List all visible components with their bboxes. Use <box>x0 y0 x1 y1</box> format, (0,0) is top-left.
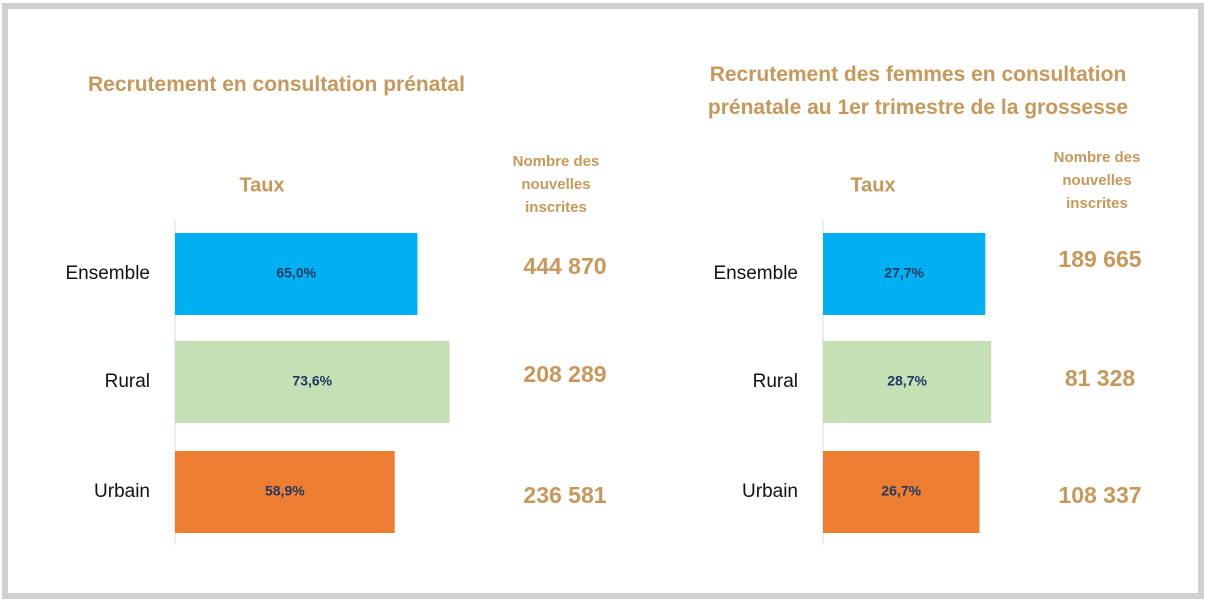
category-label: Ensemble <box>66 263 151 284</box>
data-label: 65,0% <box>276 265 316 281</box>
category-label: Rural <box>753 371 798 392</box>
column-header: Nombre des nouvelles inscrites <box>512 153 600 216</box>
data-label: 27,7% <box>884 265 924 281</box>
bar <box>175 451 395 533</box>
category-label: Rural <box>105 371 150 392</box>
bar <box>823 451 980 533</box>
count-label: 81 328 <box>1065 365 1136 391</box>
value-header: Taux <box>239 174 284 196</box>
column-header: Nombre des nouvelles inscrites <box>1053 149 1141 212</box>
frame <box>2 3 1204 599</box>
count-label: 444 870 <box>523 253 606 279</box>
data-label: 28,7% <box>887 373 927 389</box>
bar <box>823 233 986 315</box>
bar <box>175 233 418 315</box>
data-label: 73,6% <box>292 373 332 389</box>
value-header: Taux <box>850 174 895 196</box>
data-label: 58,9% <box>265 483 305 499</box>
data-label: 26,7% <box>881 483 921 499</box>
chart-title: Recrutement des femmes en consultation p… <box>707 63 1129 119</box>
count-label: 236 581 <box>523 482 606 508</box>
count-label: 108 337 <box>1058 482 1141 508</box>
count-label: 189 665 <box>1058 246 1141 272</box>
chart-title: Recrutement en consultation prénatal <box>88 73 465 96</box>
bar <box>823 341 992 423</box>
category-label: Urbain <box>742 481 798 502</box>
category-label: Urbain <box>94 481 150 502</box>
category-label: Ensemble <box>714 263 799 284</box>
count-label: 208 289 <box>523 361 606 387</box>
bar <box>175 341 450 423</box>
